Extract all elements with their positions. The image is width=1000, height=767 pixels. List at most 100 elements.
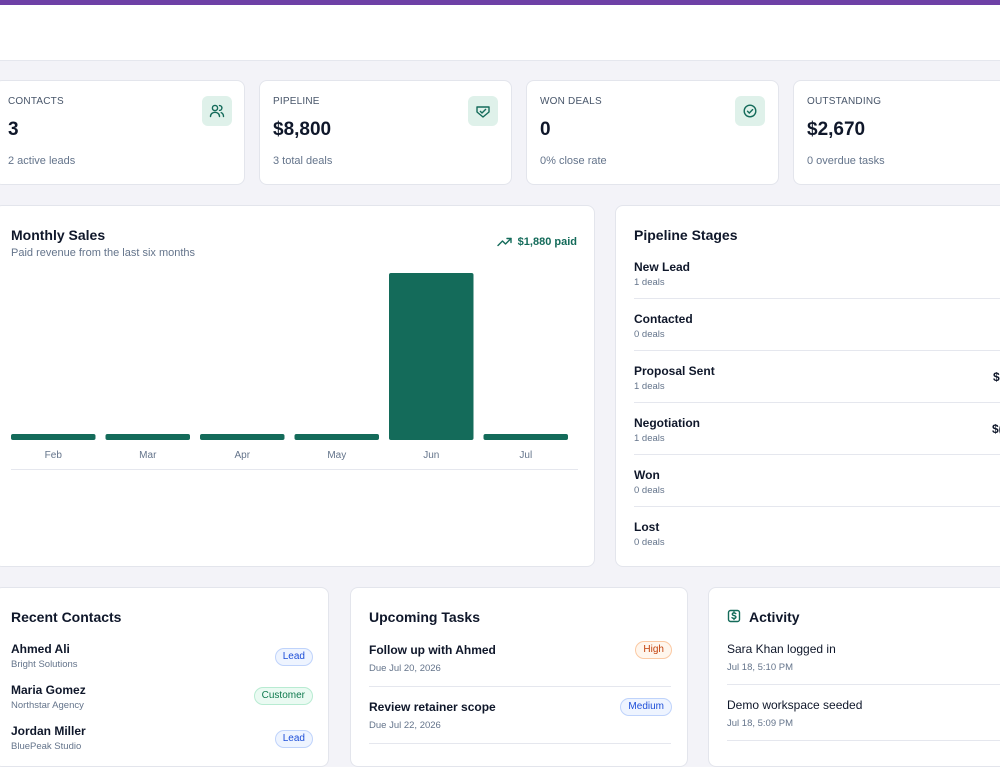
task-title: Follow up with Ahmed [369,643,496,657]
bar-jun [389,273,474,440]
contact-row[interactable]: Maria Gomez Northstar Agency Customer [0,683,328,723]
stat-value: $8,800 [273,119,332,140]
stage-count: 1 deals [634,277,665,288]
contact-row[interactable]: Jordan Miller BluePeak Studio Lead [0,724,328,764]
stat-title: OUTSTANDING [807,96,882,107]
stat-subtext: 2 active leads [8,155,76,167]
stat-value: 0 [540,119,551,140]
panel-title: Activity [749,609,800,625]
stage-amount: $ [993,370,1000,384]
monthly-sales-chart: Feb Mar Apr May Jun Jul [11,273,568,461]
stat-subtext: 0 overdue tasks [807,155,885,167]
stage-count: 0 deals [634,329,665,340]
stat-card-won-deals: WON DEALS 0 0% close rate [526,80,779,185]
bar-jul [483,434,568,440]
x-tick-label: Jul [519,450,532,461]
pipeline-stage-won[interactable]: Won 0 deals [616,468,1000,520]
task-divider [369,686,671,687]
monthly-sales-panel: Monthly Sales Paid revenue from the last… [0,205,595,567]
x-tick-label: Feb [45,450,63,461]
check-circle-icon [735,96,765,126]
contact-name: Jordan Miller [11,724,86,738]
task-priority-badge: Medium [620,698,672,716]
stage-count: 0 deals [634,485,665,496]
stat-subtext: 3 total deals [273,155,333,167]
stat-card-outstanding: OUTSTANDING $2,670 0 overdue tasks [793,80,1000,185]
task-due-date: Due Jul 20, 2026 [369,663,441,674]
stat-title: PIPELINE [273,96,320,107]
stat-card-pipeline: PIPELINE $8,800 3 total deals [259,80,512,185]
task-divider [369,743,671,744]
stage-count: 1 deals [634,433,665,444]
receipt-icon [727,609,743,625]
stage-name: Won [634,468,660,482]
panel-title: Pipeline Stages [634,227,738,243]
pipeline-stages-panel: Pipeline Stages New Lead 1 deals Contact… [615,205,1000,567]
pipeline-stage-contacted[interactable]: Contacted 0 deals [616,312,1000,364]
task-due-date: Due Jul 22, 2026 [369,720,441,731]
chart-divider [11,469,578,470]
x-tick-label: Jun [423,450,439,461]
upcoming-tasks-panel: Upcoming Tasks Follow up with Ahmed Due … [350,587,688,767]
contact-name: Maria Gomez [11,683,86,697]
contact-status-badge: Lead [274,648,313,666]
x-tick-label: Apr [235,450,251,461]
activity-item: Sara Khan logged in Jul 18, 5:10 PM [709,642,1000,692]
stage-name: Proposal Sent [634,364,715,378]
stage-name: New Lead [634,260,691,274]
panel-title: Upcoming Tasks [369,609,480,625]
activity-divider [727,684,1000,685]
users-icon [202,96,232,126]
panel-title: Monthly Sales [11,227,106,243]
activity-time: Jul 18, 5:09 PM [727,718,794,729]
activity-text: Sara Khan logged in [727,642,836,656]
activity-text: Demo workspace seeded [727,698,863,712]
stage-name: Negotiation [634,416,700,430]
stage-name: Lost [634,520,660,534]
app-header [0,5,1000,61]
pipeline-stage-proposal-sent[interactable]: Proposal Sent 1 deals $ [616,364,1000,416]
stat-subtext: 0% close rate [540,155,607,167]
bar-may [294,434,379,440]
recent-contacts-panel: Recent Contacts Ahmed Ali Bright Solutio… [0,587,329,767]
stat-title: CONTACTS [8,96,64,107]
bar-apr [200,434,285,440]
panel-subtitle: Paid revenue from the last six months [11,247,196,259]
bar-feb [11,434,96,440]
panel-title: Recent Contacts [11,609,122,625]
paid-summary: $1,880 paid [496,236,577,248]
task-row[interactable]: Review retainer scope Due Jul 22, 2026 M… [351,698,687,745]
stage-count: 0 deals [634,537,665,548]
stat-value: 3 [8,119,19,140]
activity-item: Demo workspace seeded Jul 18, 5:09 PM [709,698,1000,748]
activity-time: Jul 18, 5:10 PM [727,662,794,673]
trending-up-icon [496,237,512,247]
pipeline-stage-lost[interactable]: Lost 0 deals [616,520,1000,560]
contact-company: Northstar Agency [11,700,84,711]
stage-divider [634,298,1000,299]
task-title: Review retainer scope [369,700,496,714]
pipeline-stage-negotiation[interactable]: Negotiation 1 deals $( [616,416,1000,468]
contact-company: Bright Solutions [11,659,78,670]
stage-count: 1 deals [634,381,665,392]
stage-divider [634,350,1000,351]
contact-row[interactable]: Ahmed Ali Bright Solutions Lead [0,642,328,682]
handshake-icon [468,96,498,126]
paid-total: $1,880 paid [517,236,577,248]
stage-divider [634,506,1000,507]
task-priority-badge: High [635,641,672,659]
pipeline-stage-new-lead[interactable]: New Lead 1 deals [616,260,1000,312]
stat-card-contacts: CONTACTS 3 2 active leads [0,80,245,185]
x-tick-label: Mar [139,450,157,461]
stage-divider [634,402,1000,403]
contact-status-badge: Customer [253,687,313,705]
task-row[interactable]: Follow up with Ahmed Due Jul 20, 2026 Hi… [351,641,687,688]
stage-divider [634,454,1000,455]
stage-amount: $( [992,422,1000,436]
top-accent-bar [0,0,1000,5]
x-tick-label: May [327,450,346,461]
contact-company: BluePeak Studio [11,741,82,752]
stat-title: WON DEALS [540,96,602,107]
contact-name: Ahmed Ali [11,642,70,656]
contact-status-badge: Lead [274,730,313,748]
